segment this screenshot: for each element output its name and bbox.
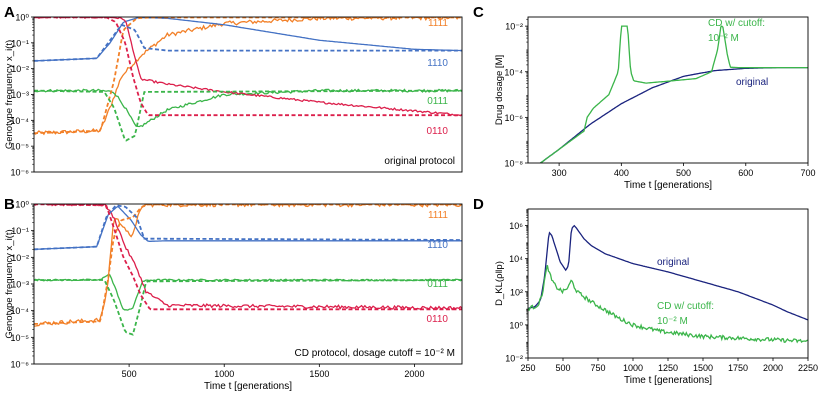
x-tick-label: 1500 bbox=[693, 363, 713, 373]
x-tick-label: 1000 bbox=[214, 369, 234, 379]
series-line-0110-dashed- bbox=[34, 17, 462, 117]
y-tick-label: 10⁻⁵ bbox=[11, 142, 30, 152]
x-tick-label: 2000 bbox=[763, 363, 783, 373]
panel-b: 10⁻⁶ 10⁻⁵ 10⁻⁴ 10⁻³ 10⁻² 10⁻¹ 10⁰ 500 1000 1500 20… bbox=[4, 200, 463, 392]
series-label: 0111 bbox=[427, 279, 448, 290]
y-axis-label: D_KL(ρ‖p) bbox=[494, 261, 505, 306]
plot-frame bbox=[33, 203, 463, 365]
x-tick-label: 300 bbox=[552, 168, 567, 178]
x-tick-label: 2000 bbox=[404, 369, 424, 379]
x-tick-label: 500 bbox=[122, 369, 137, 379]
series-line-0110 bbox=[34, 17, 462, 117]
series-line-cd-w-cutoff bbox=[539, 25, 808, 163]
series-line-0111-dashed- bbox=[34, 279, 462, 336]
x-tick-label: 1000 bbox=[623, 363, 643, 373]
series-line-1110-dashed- bbox=[34, 24, 462, 62]
x-tick-label: 400 bbox=[614, 168, 629, 178]
series-line-1111 bbox=[34, 204, 462, 327]
series-label: 0110 bbox=[426, 314, 448, 325]
y-tick-label: 10⁻⁵ bbox=[11, 333, 30, 343]
series-group bbox=[528, 224, 808, 344]
series-label: 1110 bbox=[427, 58, 448, 69]
y-axis-label: Drug dosage [M] bbox=[494, 55, 505, 125]
series-line-1110-dashed- bbox=[34, 204, 462, 251]
series-line-cd-w-cutoff bbox=[528, 265, 808, 344]
series-label: CD w/ cutoff: bbox=[708, 18, 765, 29]
series-group bbox=[34, 204, 462, 336]
y-tick-label: 10⁻² bbox=[11, 253, 29, 263]
series-label: 1111 bbox=[428, 210, 448, 221]
panel-annotation: CD protocol, dosage cutoff = 10⁻² M bbox=[295, 348, 455, 359]
y-axis-label: Genotype frequency x_i(t) bbox=[4, 40, 15, 149]
y-tick-label: 10⁻⁶ bbox=[11, 360, 30, 370]
x-tick-label: 500 bbox=[555, 363, 570, 373]
series-line-original bbox=[528, 224, 808, 321]
series-label: original bbox=[657, 257, 689, 268]
series-line-0110-dashed- bbox=[34, 204, 462, 311]
y-tick-label: 10⁻⁶ bbox=[505, 113, 524, 123]
x-tick-label: 1750 bbox=[728, 363, 748, 373]
panel-letter-a: A bbox=[4, 4, 15, 21]
series-label: 1110 bbox=[427, 240, 448, 251]
series-group bbox=[34, 17, 462, 142]
y-tick-label: 10⁰ bbox=[509, 320, 523, 330]
x-tick-label: 250 bbox=[520, 363, 535, 373]
y-tick-label: 10⁻² bbox=[505, 22, 523, 32]
series-label: 10⁻² M bbox=[657, 316, 688, 327]
panel-annotation: original protocol bbox=[384, 156, 455, 167]
y-tick-label: 10⁻⁴ bbox=[10, 116, 29, 126]
x-axis-label: Time t [generations] bbox=[204, 381, 292, 392]
x-tick-label: 1500 bbox=[309, 369, 329, 379]
series-label: 0110 bbox=[426, 126, 448, 137]
series-line-1111 bbox=[34, 17, 462, 136]
plot-frame bbox=[527, 16, 809, 164]
y-tick-label: 10⁻⁶ bbox=[11, 168, 30, 178]
series-group bbox=[539, 25, 808, 163]
x-tick-label: 2250 bbox=[798, 363, 818, 373]
panel-d: 10⁻² 10⁰ 10² 10⁴ 10⁶ 250 500 750 1000 1250 1500 175… bbox=[494, 208, 818, 386]
x-tick-label: 600 bbox=[738, 168, 753, 178]
y-tick-label: 10⁻¹ bbox=[11, 38, 29, 48]
y-tick-label: 10⁻² bbox=[11, 64, 29, 74]
y-tick-label: 10⁻⁸ bbox=[504, 159, 523, 169]
y-tick-label: 10⁻³ bbox=[11, 90, 29, 100]
y-tick-label: 10⁻¹ bbox=[11, 226, 29, 236]
panel-c: 10⁻⁸ 10⁻⁶ 10⁻⁴ 10⁻² 300 400 500 600 700 Time t [g… bbox=[494, 16, 816, 191]
series-label: CD w/ cutoff: bbox=[657, 301, 714, 312]
y-tick-label: 10⁰ bbox=[15, 13, 29, 23]
series-label: original bbox=[736, 77, 768, 88]
x-tick-label: 1250 bbox=[658, 363, 678, 373]
y-tick-label: 10² bbox=[510, 287, 523, 297]
y-tick-label: 10⁻⁴ bbox=[504, 67, 523, 77]
panel-letter-b: B bbox=[4, 196, 15, 213]
y-tick-label: 10⁻³ bbox=[11, 280, 29, 290]
y-tick-label: 10⁴ bbox=[509, 254, 523, 264]
x-axis-label: Time t [generations] bbox=[624, 180, 712, 191]
series-line-1111-dashed- bbox=[34, 204, 462, 325]
series-label: 10⁻² M bbox=[708, 33, 739, 44]
series-label: 1111 bbox=[428, 18, 448, 29]
x-tick-label: 700 bbox=[800, 168, 815, 178]
series-line-0111-dashed- bbox=[34, 89, 462, 142]
y-tick-label: 10⁶ bbox=[509, 221, 523, 231]
y-tick-label: 10⁻⁴ bbox=[10, 306, 29, 316]
y-axis-label: Genotype frequency x_i(t) bbox=[4, 229, 15, 338]
series-line-0110 bbox=[34, 204, 462, 311]
y-tick-label: 10⁻² bbox=[505, 354, 523, 364]
panel-letter-d: D bbox=[473, 196, 484, 213]
y-tick-label: 10⁰ bbox=[15, 200, 29, 210]
x-tick-label: 750 bbox=[590, 363, 605, 373]
series-label: 0111 bbox=[427, 96, 448, 107]
panel-a: 10⁻⁶ 10⁻⁵ 10⁻⁴ 10⁻³ 10⁻² 10⁻¹ 10⁰ Genotype freq… bbox=[4, 13, 463, 178]
x-tick-label: 500 bbox=[676, 168, 691, 178]
x-axis-label: Time t [generations] bbox=[624, 375, 712, 386]
series-line-1110 bbox=[34, 17, 462, 62]
panel-letter-c: C bbox=[473, 4, 484, 21]
